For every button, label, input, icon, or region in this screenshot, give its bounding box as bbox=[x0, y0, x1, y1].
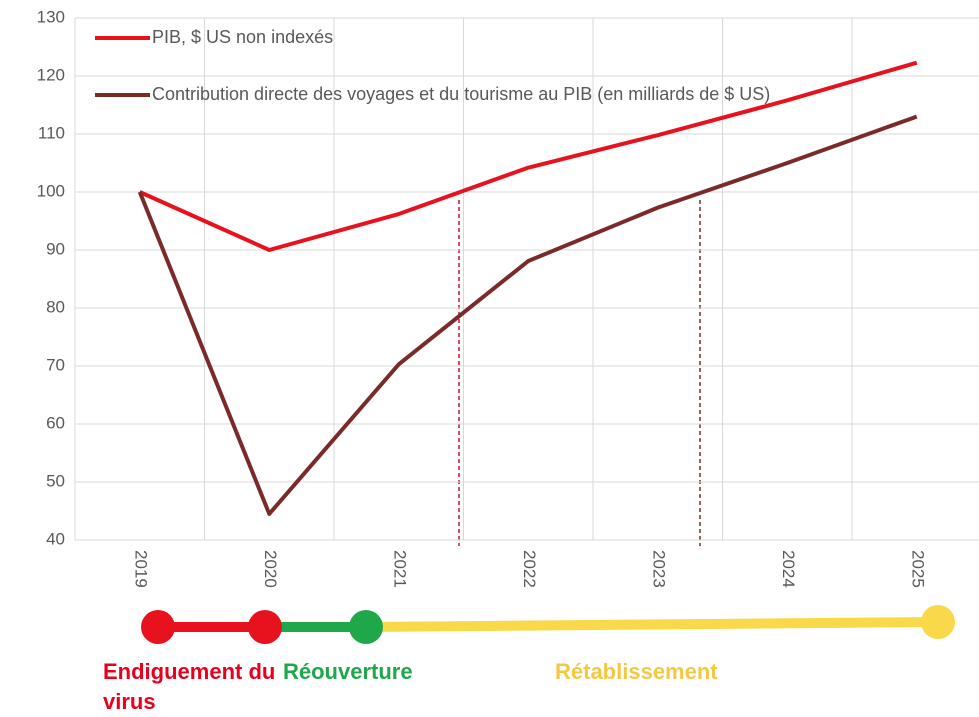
legend-label: PIB, $ US non indexés bbox=[152, 27, 334, 47]
y-tick-label: 130 bbox=[37, 7, 65, 26]
x-tick-label: 2023 bbox=[649, 550, 668, 588]
y-tick-label: 50 bbox=[46, 471, 65, 490]
timeline-dot bbox=[349, 610, 383, 644]
y-tick-label: 110 bbox=[38, 123, 65, 142]
x-tick-label: 2022 bbox=[520, 550, 539, 588]
annotation: Réouverture bbox=[283, 659, 413, 684]
x-tick-label: 2025 bbox=[908, 550, 927, 588]
annotation: Endiguement du virus bbox=[103, 659, 276, 714]
timeline-dot bbox=[141, 610, 175, 644]
x-tick-label: 2020 bbox=[261, 550, 280, 588]
x-tick-label: 2024 bbox=[779, 550, 798, 588]
y-tick-label: 70 bbox=[46, 355, 65, 374]
series-line bbox=[137, 114, 918, 516]
timeline-dot bbox=[921, 605, 955, 639]
x-tick-label: 2019 bbox=[131, 550, 150, 588]
series-line bbox=[138, 60, 918, 252]
timeline-bar bbox=[365, 617, 939, 632]
y-tick-label: 120 bbox=[37, 65, 65, 84]
y-tick-label: 60 bbox=[46, 413, 65, 432]
y-tick-label: 100 bbox=[37, 181, 65, 200]
legend-label: Contribution directe des voyages et du t… bbox=[152, 84, 771, 104]
annotation: Rétablissement bbox=[555, 659, 718, 684]
timeline-dot bbox=[248, 610, 282, 644]
y-tick-label: 40 bbox=[46, 529, 65, 548]
y-tick-label: 90 bbox=[46, 239, 65, 258]
y-tick-label: 80 bbox=[46, 297, 65, 316]
x-tick-label: 2021 bbox=[390, 550, 409, 588]
